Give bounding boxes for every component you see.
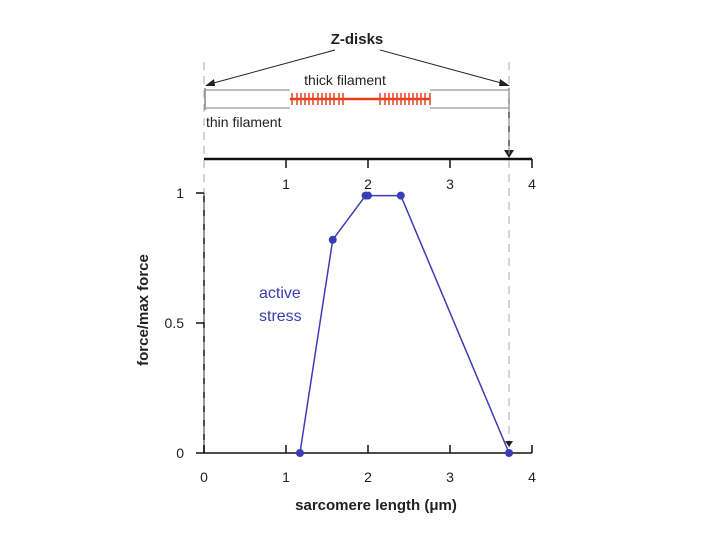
x-tick-label: 0	[200, 469, 208, 485]
y-axis-ticks: 00.51	[165, 185, 204, 461]
y-tick-label: 0.5	[165, 315, 185, 331]
x-axis-ticks: 0 1 2 3 4	[200, 445, 536, 485]
data-point	[295, 449, 304, 457]
z-disks-label: Z-disks	[331, 31, 384, 48]
z-disk-arrowhead-right	[499, 79, 510, 86]
top-axis-tick-label: 2	[364, 176, 372, 192]
series-layer	[295, 191, 514, 457]
x-axis-label: sarcomere length (μm)	[295, 497, 457, 514]
y-axis-label: force/max force	[135, 254, 152, 366]
thin-filament-label: thin filament	[206, 114, 282, 130]
data-point	[505, 449, 514, 457]
x-tick-label: 4	[528, 469, 536, 485]
x-tick-label: 1	[282, 469, 290, 485]
active-stress-annotation: active stress	[259, 285, 302, 325]
y-tick-label: 1	[176, 185, 184, 201]
x-tick-label: 2	[364, 469, 372, 485]
top-axis-tick-label: 3	[446, 176, 454, 192]
data-point	[328, 235, 337, 244]
top-axis: 1 2 3 4	[204, 157, 536, 192]
top-axis-tick-label: 4	[528, 176, 536, 192]
top-axis-tick-label: 1	[282, 176, 290, 192]
z-disk-arrow-left	[209, 49, 336, 85]
thick-filament-label: thick filament	[304, 72, 386, 88]
thick-filament-heads	[291, 93, 431, 105]
z-disk-arrow-right	[379, 49, 506, 85]
annotation-line: active	[259, 285, 301, 302]
y-tick-label: 0	[176, 445, 184, 461]
x-tick-label: 3	[446, 469, 454, 485]
data-point	[396, 191, 405, 200]
annotation-line: stress	[259, 308, 302, 325]
sarcomere-diagram: Z-disks thick filament thin filament	[204, 31, 514, 158]
series-line	[299, 194, 510, 454]
data-point	[364, 191, 372, 200]
reference-lines	[203, 62, 514, 453]
z-disk-arrowhead-left	[205, 79, 215, 86]
reference-arrowhead	[505, 441, 514, 447]
